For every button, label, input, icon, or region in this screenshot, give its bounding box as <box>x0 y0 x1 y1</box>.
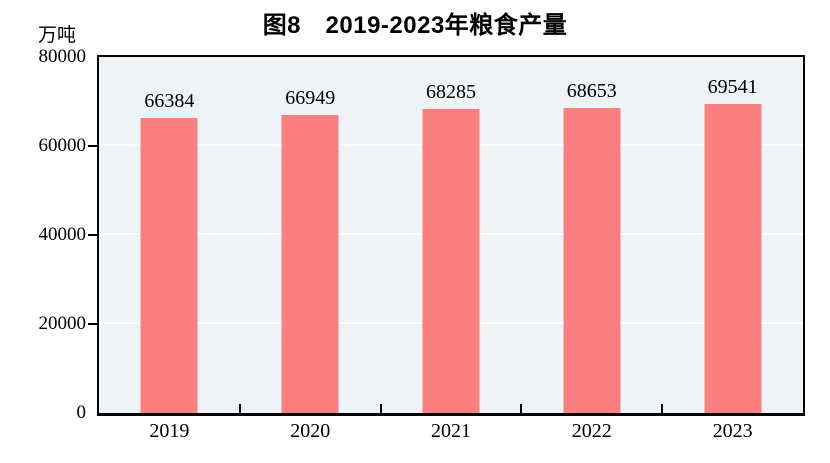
x-axis-tick <box>238 404 241 413</box>
x-axis-tick <box>661 404 664 413</box>
y-axis-unit-label: 万吨 <box>38 25 77 46</box>
x-axis-tick <box>379 404 382 413</box>
y-axis-label-80000: 80000 <box>38 46 87 67</box>
y-axis-tick <box>88 234 97 236</box>
x-axis-label-2022: 2022 <box>571 420 612 442</box>
y-axis-tick <box>88 323 97 325</box>
bar-2021 <box>422 109 480 413</box>
bar-2020 <box>281 115 339 413</box>
x-axis-tick <box>520 404 523 413</box>
y-axis-tick <box>88 145 97 147</box>
y-axis-label-20000: 20000 <box>38 313 87 334</box>
bar-2019 <box>140 117 198 413</box>
x-axis-label-2020: 2020 <box>290 420 331 442</box>
y-axis-label-60000: 60000 <box>38 135 87 156</box>
bar-value-label-2021: 68285 <box>426 81 476 104</box>
y-axis-label-0: 0 <box>76 402 87 423</box>
bar-value-label-2022: 68653 <box>566 79 617 102</box>
bar-value-label-2023: 69541 <box>707 75 758 98</box>
plot-area: 66384 66949 68285 68653 69541 <box>97 55 805 416</box>
x-axis-label-2023: 2023 <box>712 420 753 442</box>
bar-value-label-2020: 66949 <box>285 87 336 110</box>
y-axis-label-40000: 40000 <box>38 224 87 245</box>
chart-title: 图8 2019-2023年粮食产量 <box>262 12 568 39</box>
bar-value-label-2019: 66384 <box>144 89 195 112</box>
bar-2023 <box>704 103 762 413</box>
x-axis-label-2019: 2019 <box>149 420 190 442</box>
bar-2022 <box>563 107 621 413</box>
x-axis-label-2021: 2021 <box>431 420 471 442</box>
